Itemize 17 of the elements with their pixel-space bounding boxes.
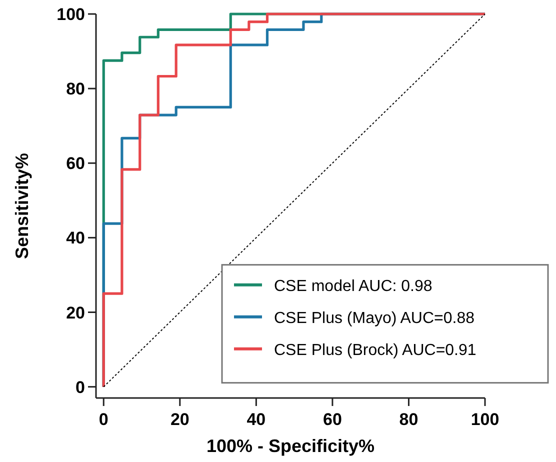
y-tick-label: 0: [76, 378, 85, 397]
legend-label: CSE model AUC: 0.98: [274, 278, 432, 295]
x-tick-label: 40: [246, 410, 266, 429]
y-tick-label: 40: [66, 228, 85, 248]
y-tick-label: 20: [66, 303, 85, 322]
x-tick-label: 100: [470, 410, 500, 429]
x-tick-label: 60: [322, 410, 342, 429]
y-tick-label: 80: [66, 80, 85, 99]
y-tick-label: 60: [66, 154, 85, 174]
x-tick-label: 80: [399, 410, 418, 429]
x-axis-title: 100% - Specificity%: [206, 436, 375, 456]
y-tick-label: 100: [56, 5, 85, 24]
legend-label: CSE Plus (Brock) AUC=0.91: [274, 342, 476, 359]
x-tick-label: 20: [170, 410, 190, 429]
x-tick-label: 0: [98, 410, 108, 429]
y-axis-title: Sensitivity%: [12, 152, 32, 260]
legend-label: CSE Plus (Mayo) AUC=0.88: [274, 310, 475, 327]
